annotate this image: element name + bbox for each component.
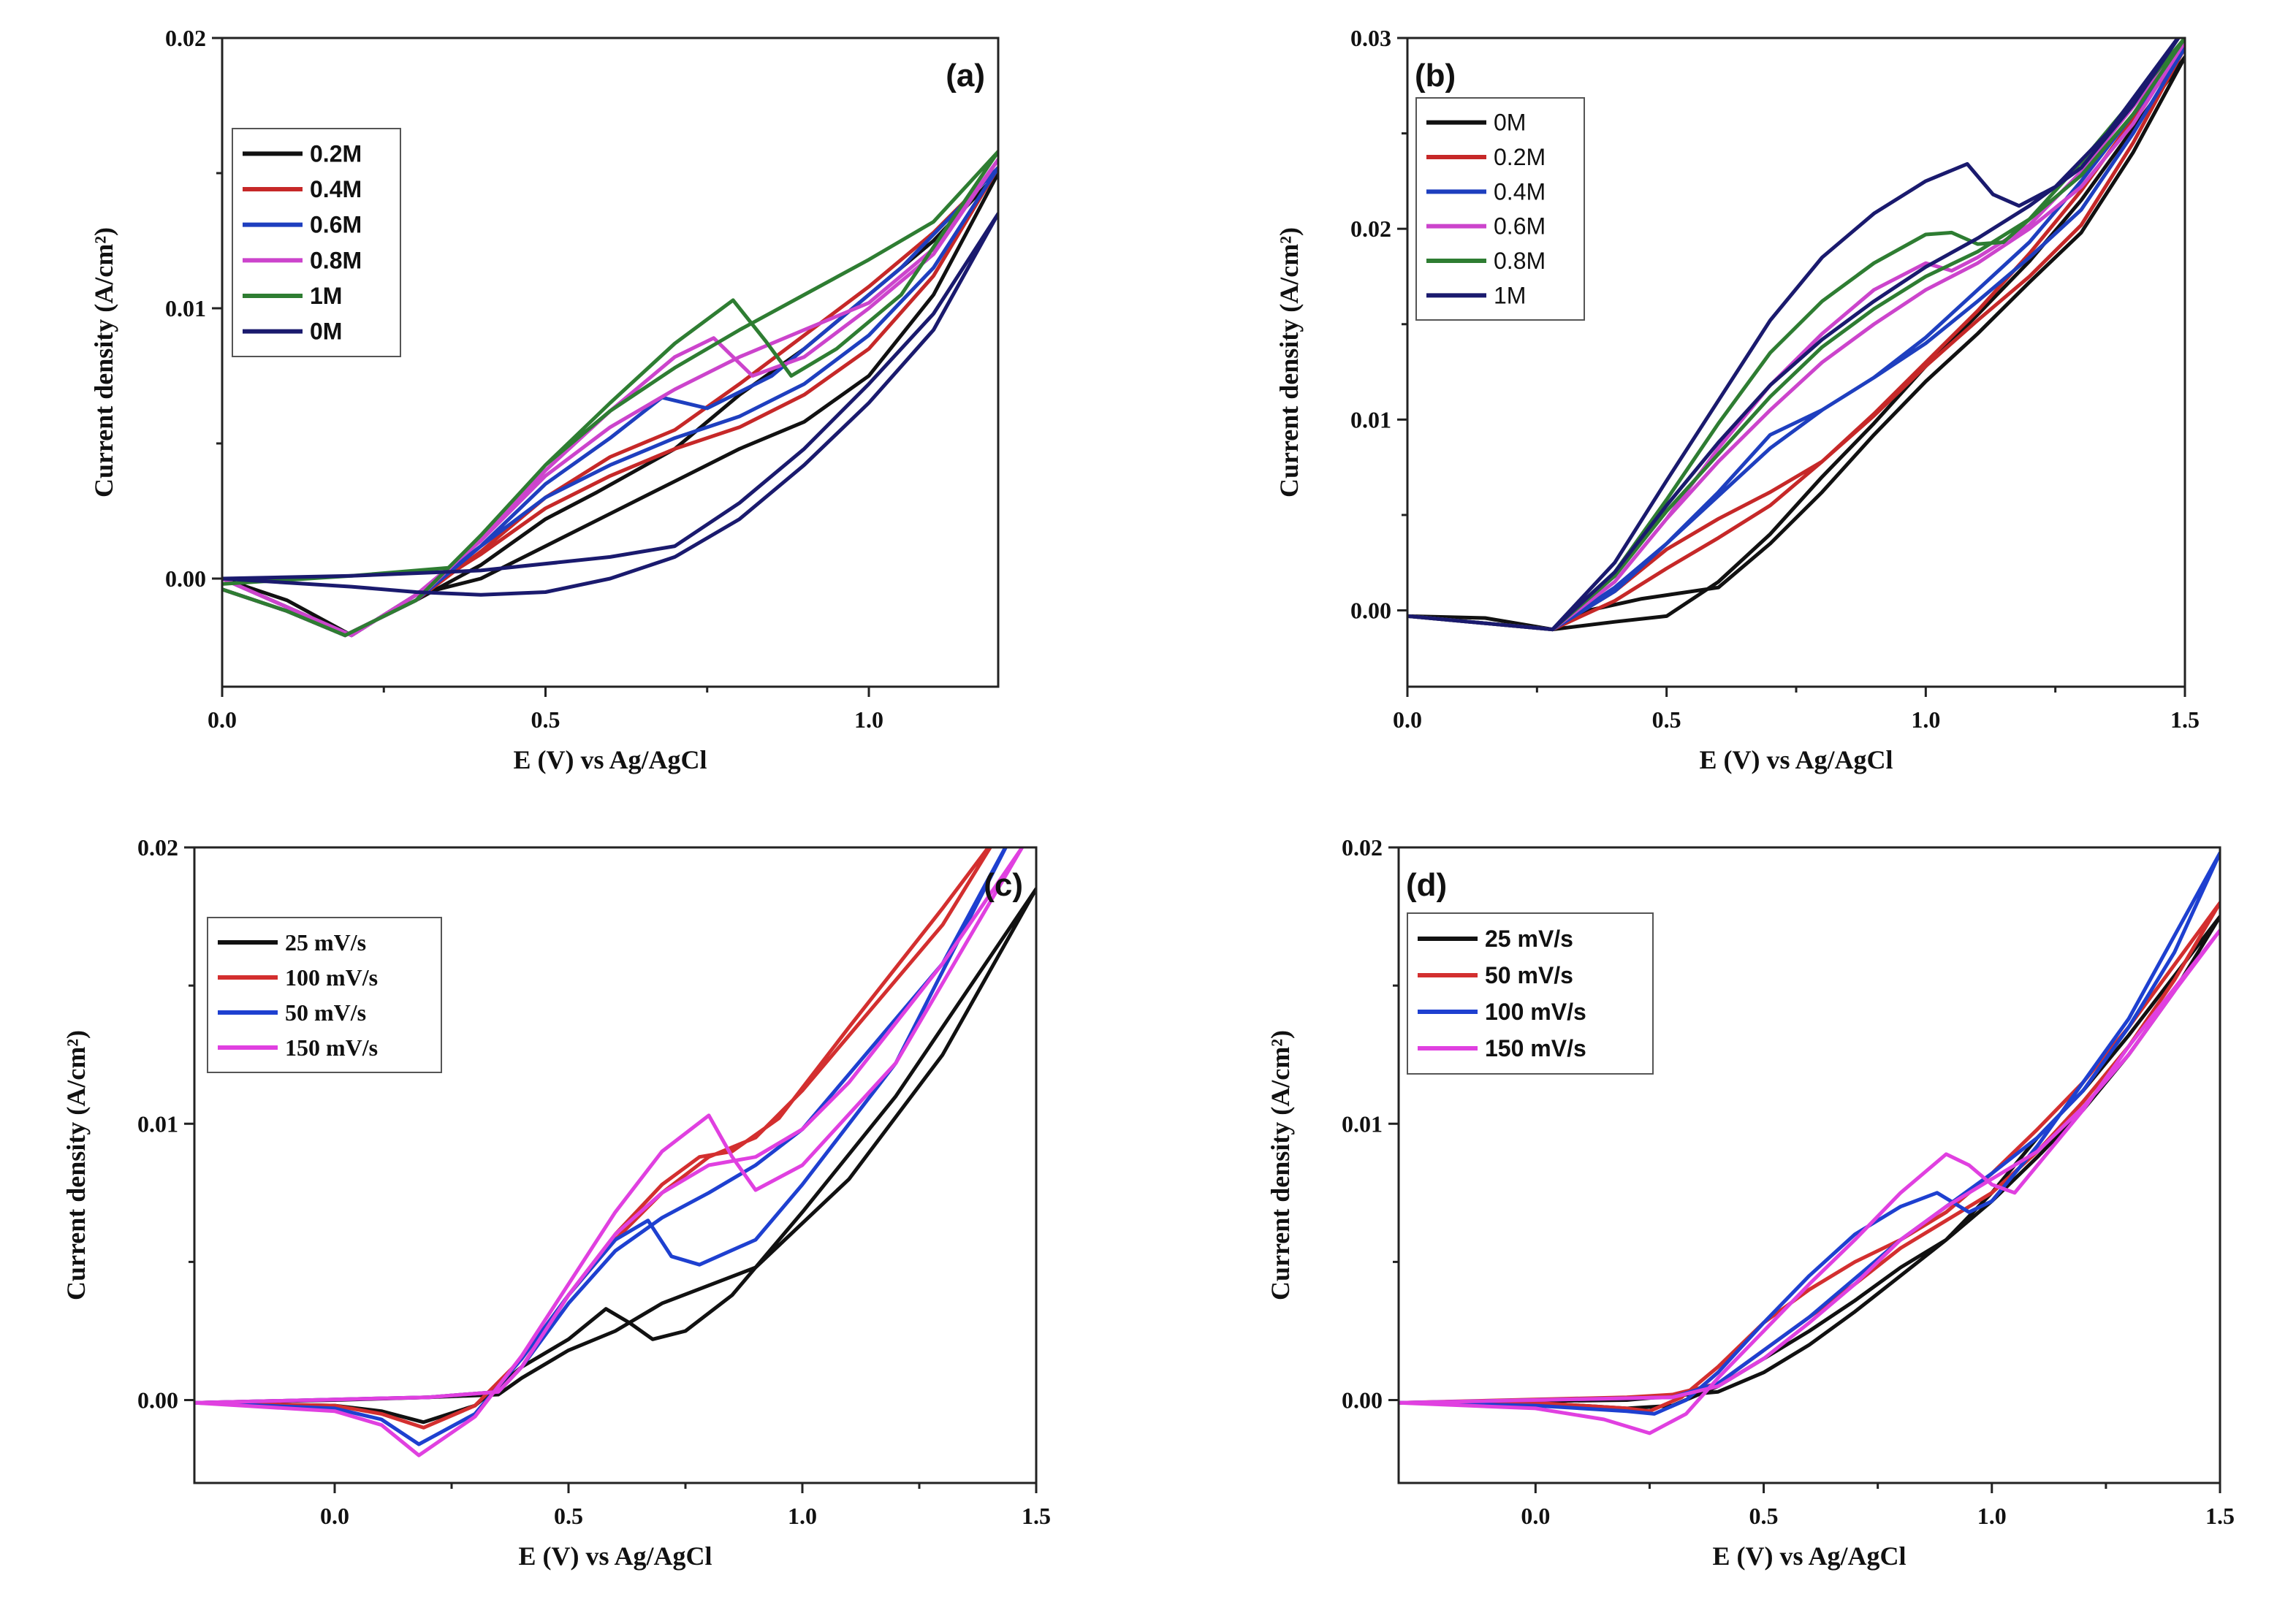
- y-tick-label: 0.02: [165, 25, 206, 51]
- x-axis-label: E (V) vs Ag/AgCl: [513, 745, 707, 774]
- x-tick-label: 0.5: [1652, 706, 1681, 733]
- legend-label: 100 mV/s: [1485, 999, 1586, 1025]
- y-tick-label: 0.02: [1342, 834, 1383, 861]
- x-tick-label: 1.0: [1911, 706, 1940, 733]
- plot-frame: [221, 37, 1000, 688]
- series-line-0-4M: [1407, 45, 2185, 632]
- x-tick-label: 1.5: [1022, 1503, 1051, 1529]
- series-group: [194, 847, 1036, 1457]
- y-tick-label: 0.03: [1350, 25, 1391, 51]
- legend: 25 mV/s 100 mV/s 50 mV/s 150 mV/s: [207, 917, 442, 1073]
- legend-label: 25 mV/s: [285, 929, 366, 956]
- y-tick-label: 0.00: [165, 565, 206, 592]
- y-tick-label: 0.01: [1350, 406, 1391, 432]
- series-group: [222, 149, 998, 638]
- legend-label: 50 mV/s: [285, 999, 366, 1026]
- x-tick-label: 0.5: [554, 1503, 583, 1529]
- legend-label: 50 mV/s: [1485, 962, 1573, 988]
- x-axis-label: E (V) vs Ag/AgCl: [518, 1541, 712, 1571]
- legend-label: 0.8M: [1494, 248, 1546, 274]
- series-line-0-6M: [1407, 39, 2185, 632]
- series-line-0-2M: [222, 171, 998, 638]
- series-line-1M: [222, 149, 998, 638]
- x-tick-label: 0.0: [1521, 1503, 1550, 1529]
- y-tick-label: 0.02: [137, 834, 178, 861]
- y-tick-label: 0.01: [165, 295, 206, 321]
- y-tick-label: 0.01: [137, 1110, 178, 1137]
- legend-label: 1M: [310, 283, 342, 309]
- y-axis-label: Current density (A/cm²): [1266, 1030, 1295, 1300]
- x-tick-label: 0.5: [1749, 1503, 1779, 1529]
- panel-2: 0.0 0.5 1.0 1.5 0.00 0.01 0.02 E (V) vs Ag/AgCl…: [61, 834, 1051, 1571]
- legend-label: 0.6M: [310, 212, 362, 238]
- series-line-100-mV-s: [1399, 851, 2220, 1416]
- plot-frame: [193, 846, 1038, 1484]
- x-axis-label: E (V) vs Ag/AgCl: [1699, 745, 1893, 774]
- series-line-0M: [1407, 55, 2185, 632]
- series-group: [1407, 38, 2185, 632]
- series-line-0-2M: [1407, 45, 2185, 632]
- y-tick-label: 0.00: [137, 1387, 178, 1414]
- plot-frame: [1397, 846, 2221, 1484]
- legend-label: 150 mV/s: [285, 1034, 378, 1061]
- panel-1: 0.0 0.5 1.0 1.5 0.00 0.01 0.02 0.03 E (V) vs Ag/…: [1274, 25, 2200, 774]
- series-line-150-mV-s: [194, 847, 1025, 1457]
- y-tick-label: 0.00: [1350, 598, 1391, 624]
- panel-label: (c): [984, 867, 1023, 903]
- y-tick-label: 0.02: [1350, 216, 1391, 242]
- x-tick-label: 1.5: [2205, 1503, 2235, 1529]
- legend-label: 0.2M: [310, 140, 362, 167]
- x-tick-label: 1.5: [2170, 706, 2200, 733]
- x-tick-label: 1.0: [1977, 1503, 2007, 1529]
- y-tick-label: 0.00: [1342, 1387, 1383, 1414]
- legend-label: 0M: [1494, 110, 1526, 136]
- x-tick-label: 0.0: [208, 706, 237, 733]
- y-axis-label: Current density (A/cm²): [1274, 227, 1304, 497]
- x-tick-label: 1.0: [788, 1503, 817, 1529]
- legend: 25 mV/s 50 mV/s 100 mV/s 150 mV/s: [1407, 912, 1654, 1075]
- series-line-0-8M: [222, 158, 998, 638]
- legend-label: 0.6M: [1494, 213, 1546, 240]
- legend-label: 0.4M: [310, 176, 362, 202]
- y-axis-label: Current density (A/cm²): [61, 1030, 91, 1300]
- series-line-1M: [1407, 38, 2181, 632]
- series-line-150-mV-s: [1399, 928, 2220, 1435]
- x-tick-label: 0.0: [320, 1503, 349, 1529]
- x-axis-label: E (V) vs Ag/AgCl: [1712, 1541, 1906, 1571]
- legend-box: [1415, 97, 1585, 321]
- y-axis-label: Current density (A/cm²): [89, 227, 118, 497]
- series-line-0M: [222, 212, 998, 597]
- legend-label: 0.4M: [1494, 178, 1546, 205]
- panel-label: (b): [1415, 58, 1456, 94]
- series-line-0-6M: [222, 166, 998, 638]
- legend-label: 100 mV/s: [285, 964, 378, 991]
- panel-label: (a): [946, 58, 985, 94]
- legend-label: 0.8M: [310, 247, 362, 273]
- panel-3: 0.0 0.5 1.0 1.5 0.00 0.01 0.02 E (V) vs Ag/AgCl…: [1266, 834, 2235, 1571]
- legend-box: [232, 128, 401, 357]
- legend-label: 0.2M: [1494, 144, 1546, 170]
- x-tick-label: 0.5: [531, 706, 560, 733]
- legend-label: 150 mV/s: [1485, 1035, 1586, 1061]
- y-tick-label: 0.01: [1342, 1110, 1383, 1137]
- series-group: [1399, 851, 2220, 1435]
- x-tick-label: 1.0: [854, 706, 883, 733]
- legend-label: 0M: [310, 319, 342, 345]
- legend: 0M 0.2M 0.4M 0.6M 0.8M 1M: [1415, 97, 1585, 321]
- legend-label: 1M: [1494, 282, 1526, 308]
- panel-label: (d): [1406, 867, 1447, 903]
- legend: 0.2M 0.4M 0.6M 0.8M 1M 0M: [232, 128, 401, 357]
- x-tick-label: 0.0: [1393, 706, 1422, 733]
- legend-label: 25 mV/s: [1485, 926, 1573, 952]
- panel-0: 0.0 0.5 1.0 0.00 0.01 0.02 E (V) vs Ag/AgCl Cur…: [89, 25, 1000, 774]
